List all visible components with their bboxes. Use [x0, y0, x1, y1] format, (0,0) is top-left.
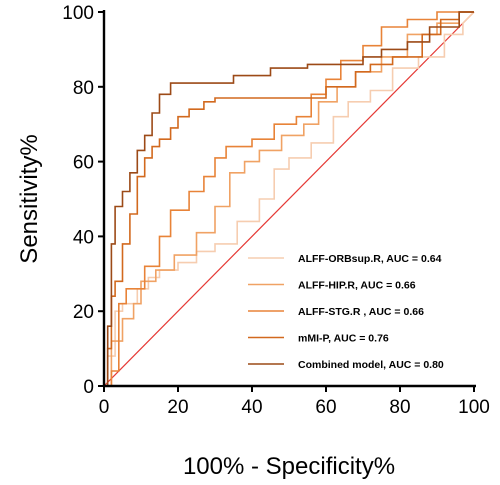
x-tick-label: 100 [458, 397, 490, 418]
x-axis-title: 100% - Specificity% [183, 453, 395, 480]
x-tick-label: 80 [389, 397, 410, 418]
reference-layer [103, 11, 475, 387]
roc-curve-1 [104, 11, 475, 387]
roc-curve-3 [104, 11, 474, 387]
ticks-layer: 0 20 40 60 80 100 0 20 40 60 80 100 [62, 3, 490, 418]
y-tick-label: 0 [83, 377, 94, 398]
x-tick-label: 60 [315, 397, 336, 418]
roc-curve-4 [104, 11, 474, 387]
y-tick-label: 20 [73, 302, 94, 323]
legend: ALFF-ORBsup.R, AUC = 0.64 ALFF-HIP.R, AUC… [248, 253, 444, 371]
legend-label: ALFF-STG.R , AUC = 0.66 [298, 306, 424, 318]
legend-label: Combined model, AUC = 0.80 [298, 359, 444, 371]
x-tick-label: 20 [167, 397, 188, 418]
reference-diagonal [103, 11, 475, 387]
roc-curve-5 [104, 11, 474, 387]
x-tick-label: 40 [241, 397, 262, 418]
axes-layer [102, 10, 476, 388]
y-tick-label: 60 [73, 153, 94, 174]
y-tick-label: 80 [73, 78, 94, 99]
legend-label: mMI-P, AUC = 0.76 [298, 333, 389, 345]
series-layer [104, 11, 475, 387]
x-tick-label: 0 [99, 397, 110, 418]
roc-curve-2 [104, 11, 474, 387]
y-tick-label: 40 [73, 227, 94, 248]
legend-label: ALFF-HIP.R, AUC = 0.66 [298, 280, 416, 292]
legend-label: ALFF-ORBsup.R, AUC = 0.64 [298, 253, 442, 265]
y-axis-title: Sensitivity% [16, 134, 43, 263]
y-tick-label: 100 [62, 3, 94, 24]
